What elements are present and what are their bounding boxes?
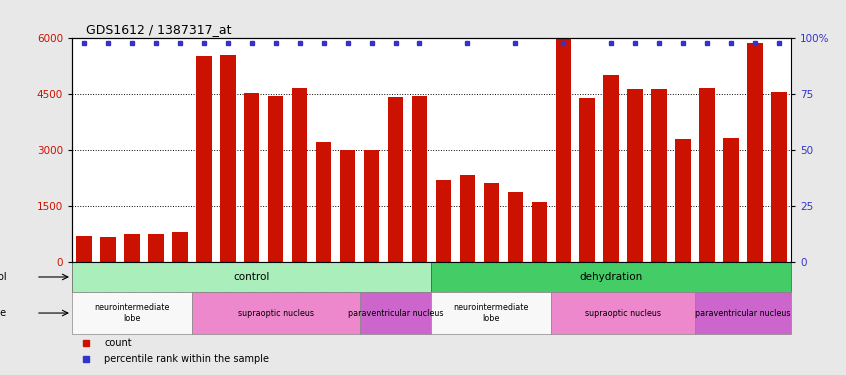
Text: protocol: protocol	[0, 272, 7, 282]
Text: neurointermediate
lobe: neurointermediate lobe	[94, 303, 169, 323]
Bar	[772, 92, 787, 262]
Bar	[268, 96, 283, 262]
Text: tissue: tissue	[0, 308, 7, 318]
Bar	[431, 292, 552, 334]
Bar	[220, 55, 235, 262]
Text: percentile rank within the sample: percentile rank within the sample	[104, 354, 269, 364]
Bar	[72, 292, 192, 334]
Bar	[192, 292, 360, 334]
Bar	[628, 89, 643, 262]
Bar	[747, 43, 763, 262]
Text: neurointermediate
lobe: neurointermediate lobe	[453, 303, 529, 323]
Text: paraventricular nucleus: paraventricular nucleus	[695, 309, 791, 318]
Bar	[675, 139, 691, 262]
Bar	[651, 89, 667, 262]
Bar	[72, 262, 431, 292]
Bar	[508, 192, 523, 262]
Bar	[603, 75, 619, 262]
Bar	[459, 175, 475, 262]
Bar	[552, 292, 695, 334]
Bar	[360, 292, 431, 334]
Bar	[484, 183, 499, 262]
Bar	[340, 150, 355, 262]
Text: count: count	[104, 338, 132, 348]
Text: paraventricular nucleus: paraventricular nucleus	[348, 309, 443, 318]
Bar	[412, 96, 427, 262]
Bar	[148, 234, 163, 262]
Text: GDS1612 / 1387317_at: GDS1612 / 1387317_at	[86, 23, 232, 36]
Text: supraoptic nucleus: supraoptic nucleus	[585, 309, 662, 318]
Bar	[292, 88, 307, 262]
Bar	[531, 202, 547, 262]
Bar	[723, 138, 739, 262]
Text: dehydration: dehydration	[580, 272, 643, 282]
Text: supraoptic nucleus: supraoptic nucleus	[238, 309, 314, 318]
Bar	[76, 236, 91, 262]
Bar	[436, 180, 451, 262]
Bar	[695, 292, 791, 334]
Bar	[431, 262, 791, 292]
Bar	[124, 234, 140, 262]
Bar	[387, 97, 404, 262]
Bar	[316, 142, 332, 262]
Bar	[196, 56, 212, 262]
Bar	[364, 150, 379, 262]
Bar	[244, 93, 260, 262]
Text: control: control	[233, 272, 270, 282]
Bar	[100, 237, 116, 262]
Bar	[556, 38, 571, 262]
Bar	[172, 232, 188, 262]
Bar	[580, 98, 595, 262]
Bar	[700, 88, 715, 262]
